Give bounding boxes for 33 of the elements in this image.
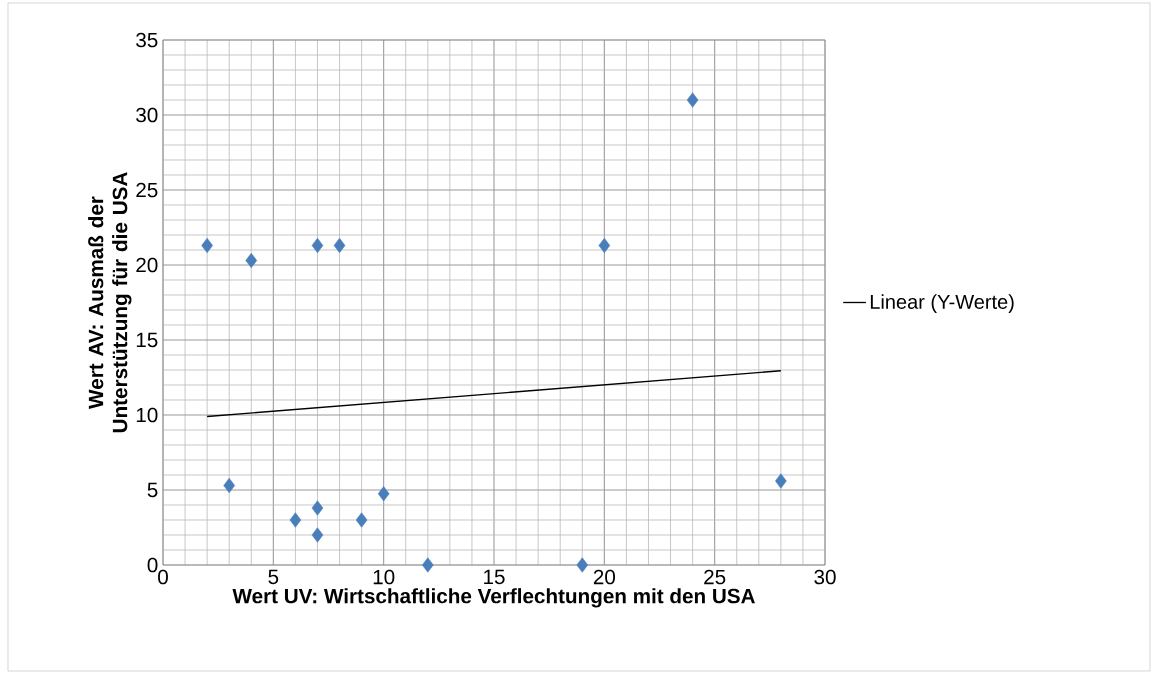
point	[377, 486, 390, 502]
y-tick-label: 25	[136, 182, 158, 198]
point	[311, 500, 324, 516]
y-axis-title: Wert AV: Ausmaß der Unterstützung für die USA	[88, 172, 132, 433]
y-tick-label: 5	[147, 482, 158, 498]
x-tick-label: 25	[704, 569, 726, 585]
point	[201, 237, 213, 254]
y-tick-label: 30	[136, 107, 158, 123]
point	[355, 512, 368, 528]
y-tick-label: 0	[147, 557, 158, 573]
point	[422, 557, 434, 573]
x-tick-label: 5	[268, 569, 279, 585]
x-tick-label: 30	[814, 569, 836, 585]
point	[598, 237, 611, 254]
point	[686, 92, 699, 108]
point	[311, 237, 324, 254]
y-tick-label: 35	[136, 32, 158, 48]
y-tick-label: 20	[136, 257, 158, 273]
legend-label: Linear (Y-Werte)	[870, 294, 1014, 313]
point	[223, 477, 235, 494]
point	[576, 557, 589, 573]
point	[333, 237, 346, 254]
point	[289, 512, 302, 528]
x-tick-label: 20	[593, 569, 616, 585]
point	[245, 252, 258, 269]
x-tick-label: 15	[484, 569, 505, 585]
x-axis-title: Wert UV: Wirtschaftliche Verflechtungen mit den USA	[232, 588, 755, 608]
point	[775, 473, 787, 489]
x-tick-label: 0	[158, 569, 168, 585]
y-tick-label: 10	[136, 407, 158, 423]
y-tick-label: 15	[136, 332, 158, 348]
point	[311, 527, 324, 543]
x-tick-label: 10	[373, 569, 395, 585]
